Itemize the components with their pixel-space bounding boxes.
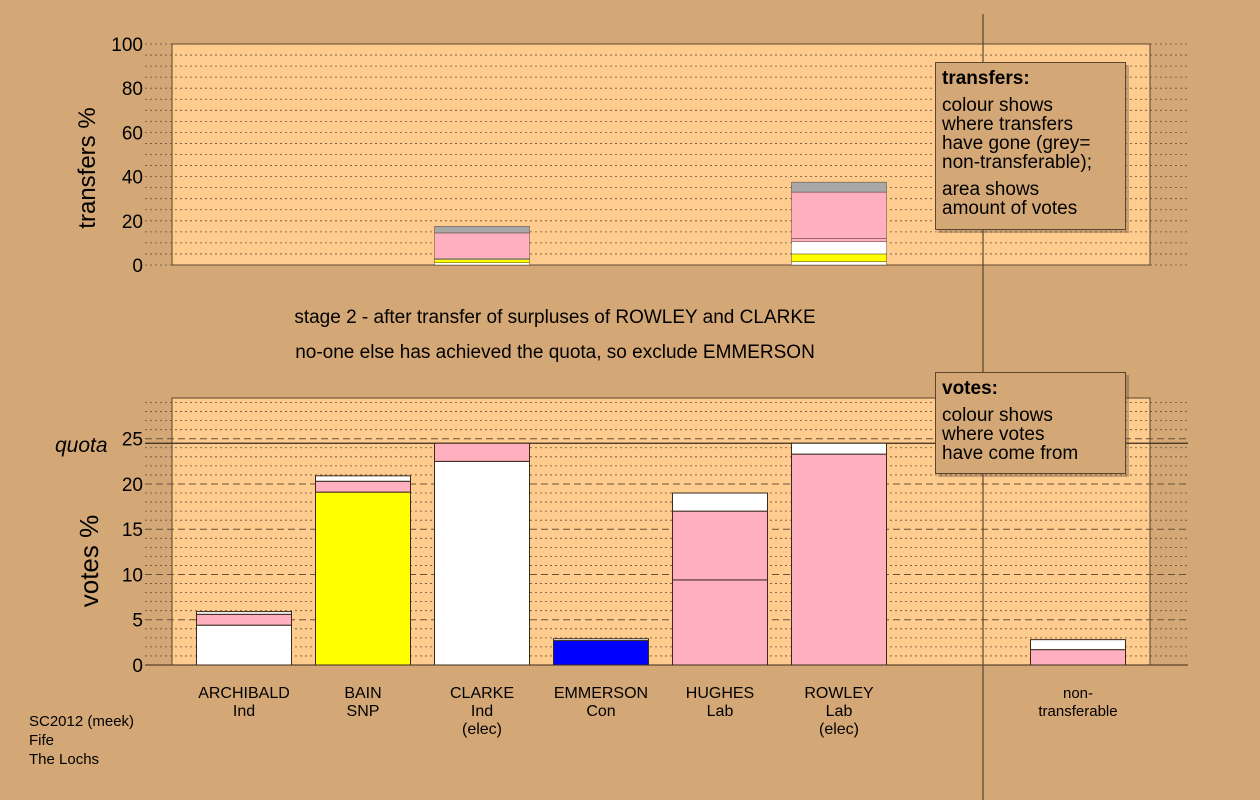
votes-bar-segment [315, 475, 411, 482]
transfers-tick-label: 60 [122, 123, 143, 144]
votes-legend-line: have come from [942, 443, 1079, 464]
transfers-bar-segment [791, 238, 887, 242]
transfers-legend-line: non-transferable); [942, 152, 1092, 173]
footer-method: SC2012 (meek) [29, 713, 135, 730]
transfers-tick-label: 100 [111, 35, 143, 56]
transfers-legend-line: area shows [942, 179, 1040, 200]
votes-tick-label: 25 [122, 430, 143, 451]
votes-bar-segment [1030, 639, 1126, 651]
votes-tick-label: 20 [122, 475, 143, 496]
votes-bar-segment [434, 460, 530, 666]
votes-bar-segment [196, 624, 292, 666]
transfers-legend: transfers: colour shows where transfers … [935, 62, 1126, 230]
votes-legend-line: where votes [942, 424, 1045, 445]
footer-ward: The Lochs [29, 751, 100, 768]
category-label: CLARKE [450, 685, 514, 702]
transfers-bar-segment [791, 261, 887, 266]
votes-bar-segment [196, 613, 292, 626]
transfers-tick-label: 20 [122, 212, 143, 233]
votes-tick-label: 15 [122, 520, 143, 541]
votes-legend: votes: colour shows where votes have com… [935, 372, 1126, 474]
category-label: (elec) [819, 721, 859, 738]
votes-bar-segment [672, 492, 768, 512]
transfers-bar-segment [434, 262, 530, 266]
transfers-tick-label: 40 [122, 168, 143, 189]
category-label: Lab [826, 703, 853, 720]
transfers-ylabel: transfers % [74, 107, 101, 228]
transfers-bar-segment [791, 181, 887, 193]
votes-bar-segment [1030, 649, 1126, 666]
transfers-legend-line: have gone (grey= [942, 133, 1091, 154]
transfers-bar-segment [434, 259, 530, 263]
votes-bar-segment [434, 442, 530, 462]
category-label: ARCHIBALD [198, 685, 290, 702]
votes-bar-segment [315, 480, 411, 493]
votes-bar-segment [315, 491, 411, 666]
transfers-bar-segment [791, 191, 887, 239]
exclusion-caption: no-one else has achieved the quota, so e… [295, 342, 815, 363]
votes-legend-line: colour shows [942, 405, 1053, 426]
category-label: non- [1063, 685, 1093, 702]
votes-tick-label: 10 [122, 565, 143, 586]
category-label: ROWLEY [804, 685, 874, 702]
category-label: Con [586, 703, 615, 720]
category-label: HUGHES [686, 685, 754, 702]
votes-bar-segment [672, 510, 768, 581]
transfers-legend-title: transfers: [942, 68, 1030, 89]
transfers-tick-label: 80 [122, 79, 143, 100]
votes-bar-segment [791, 453, 887, 666]
footer-info: SC2012 (meek) Fife The Lochs [29, 712, 134, 769]
category-label: Ind [471, 703, 493, 720]
transfers-bar-segment [791, 253, 887, 262]
category-label: EMMERSON [554, 685, 648, 702]
category-label: SNP [347, 703, 380, 720]
category-label: (elec) [462, 721, 502, 738]
votes-bar-segment [672, 579, 768, 666]
votes-bar-segment [196, 611, 292, 615]
votes-bar-segment [553, 640, 649, 666]
transfers-legend-line: colour shows [942, 95, 1053, 116]
transfers-bar-segment [791, 241, 887, 255]
transfers-legend-line: where transfers [942, 114, 1073, 135]
transfers-bar-segment [434, 232, 530, 259]
votes-bar-segment [553, 638, 649, 642]
stage-caption: stage 2 - after transfer of surpluses of… [294, 307, 816, 328]
votes-tick-label: 0 [132, 656, 143, 677]
category-label: Ind [233, 703, 255, 720]
votes-bar-segment [791, 442, 887, 455]
votes-tick-label: 5 [132, 611, 143, 632]
category-label: transferable [1038, 703, 1117, 720]
transfers-tick-label: 0 [132, 256, 143, 277]
votes-ylabel: votes % [74, 515, 104, 608]
quota-label: quota [55, 434, 108, 457]
footer-council: Fife [29, 732, 55, 749]
votes-legend-title: votes: [942, 378, 998, 399]
category-label: BAIN [344, 685, 381, 702]
transfers-bar-segment [434, 226, 530, 234]
transfers-legend-line: amount of votes [942, 198, 1078, 219]
category-label: Lab [707, 703, 734, 720]
